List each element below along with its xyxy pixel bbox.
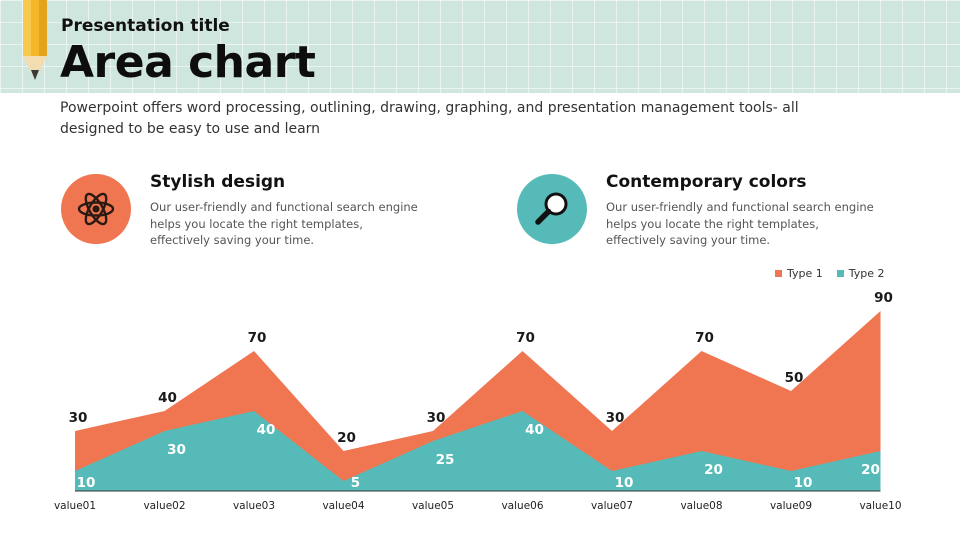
area-chart: value01 value02 value03 value04 value05 value… (54, 290, 902, 512)
data-label-type2: 10 (77, 475, 96, 491)
legend-swatch-type1 (775, 270, 782, 277)
feature-icon-circle-colors (517, 174, 587, 244)
data-label-type1: 70 (695, 330, 714, 346)
legend-item-type2: Type 2 (836, 267, 885, 280)
x-tick-label: value07 (591, 500, 633, 512)
x-tick-label: value01 (54, 500, 96, 512)
x-tick-label: value05 (412, 500, 454, 512)
data-label-type1: 30 (606, 410, 625, 426)
x-tick-label: value04 (322, 500, 364, 512)
feature-title-stylish: Stylish design (150, 172, 286, 192)
x-tick-label: value10 (859, 500, 901, 512)
feature-text-stylish: Our user-friendly and functional search … (150, 200, 418, 247)
x-tick-label: value06 (501, 500, 543, 512)
chart-legend: Type 1 Type 2 (775, 267, 885, 280)
data-label-type2: 10 (794, 475, 813, 491)
magnifier-icon (535, 192, 568, 225)
atom-icon (77, 192, 115, 226)
feature-text-colors: Our user-friendly and functional search … (606, 200, 874, 247)
area-series-2 (75, 411, 881, 491)
legend-swatch-type2 (836, 270, 844, 277)
x-tick-label: value08 (680, 500, 722, 512)
legend-item-type1: Type 1 (775, 267, 823, 280)
data-label-type1: 70 (248, 330, 267, 346)
data-label-type1: 30 (69, 410, 88, 426)
data-label-type1: 70 (516, 330, 535, 346)
data-label-type1: 50 (785, 370, 804, 386)
legend-label-type1: Type 1 (787, 267, 823, 280)
data-label-type1: 20 (337, 430, 356, 446)
data-label-type2: 20 (861, 462, 880, 478)
page-title: Area chart (60, 37, 316, 88)
data-label-type2: 10 (615, 475, 634, 491)
data-label-type1: 30 (427, 410, 446, 426)
page-description: Powerpoint offers word processing, outli… (60, 100, 799, 137)
data-label-type2: 25 (436, 452, 455, 468)
data-label-type2: 5 (351, 475, 360, 491)
header-band (0, 0, 960, 93)
data-label-type1: 90 (874, 290, 893, 306)
data-label-type2: 40 (525, 422, 544, 438)
data-label-type2: 30 (167, 442, 186, 458)
feature-icon-circle-stylish (61, 174, 131, 244)
x-tick-label: value09 (770, 500, 812, 512)
data-label-type2: 20 (704, 462, 723, 478)
x-tick-label: value03 (233, 500, 275, 512)
data-label-type1: 40 (158, 390, 177, 406)
data-label-type2: 40 (257, 422, 276, 438)
legend-label-type2: Type 2 (848, 267, 885, 280)
pencil-icon (23, 0, 47, 80)
x-tick-label: value02 (143, 500, 185, 512)
feature-title-colors: Contemporary colors (606, 172, 807, 192)
presentation-subtitle: Presentation title (61, 16, 230, 36)
